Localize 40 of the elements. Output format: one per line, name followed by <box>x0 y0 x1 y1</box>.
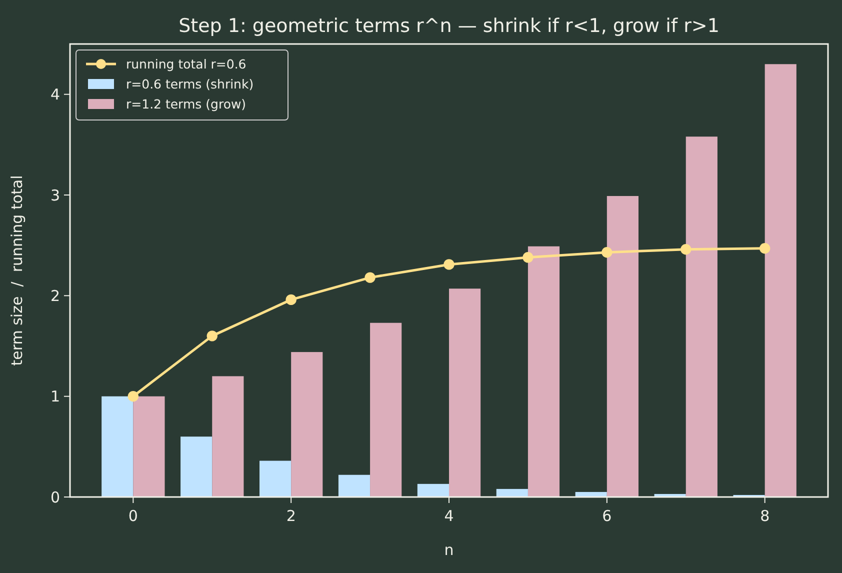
y-tick-label: 3 <box>50 186 60 204</box>
bar <box>102 396 134 497</box>
bar <box>370 322 402 497</box>
bar <box>496 488 528 497</box>
y-tick-label: 0 <box>50 488 60 506</box>
bar <box>686 136 718 497</box>
y-axis-title: term size / running total <box>8 175 26 366</box>
bar <box>338 474 370 497</box>
chart-title: Step 1: geometric terms r^n — shrink if r<1, grow if r>1 <box>178 15 720 37</box>
bar <box>212 376 244 497</box>
point <box>680 244 692 255</box>
y-tick-label: 2 <box>50 286 60 305</box>
point <box>602 247 612 258</box>
x-tick-label: 2 <box>286 507 296 525</box>
bar <box>528 246 560 497</box>
point <box>522 252 534 263</box>
point <box>286 294 296 306</box>
y-tick-label: 1 <box>50 388 60 406</box>
x-tick-label: 8 <box>760 507 770 525</box>
y-tick-label: 4 <box>50 86 60 104</box>
point <box>206 330 218 342</box>
point <box>128 390 139 402</box>
legend-label: r=1.2 terms (grow) <box>126 96 246 112</box>
x-tick-label: 4 <box>444 507 454 525</box>
x-tick-label: 6 <box>602 507 612 525</box>
bar <box>449 288 481 497</box>
x-axis-title: n <box>444 541 454 559</box>
bar <box>260 460 292 497</box>
bar <box>606 196 638 497</box>
bar <box>764 64 796 497</box>
point <box>759 243 770 254</box>
bar <box>417 484 449 497</box>
bar <box>291 352 323 497</box>
x-tick-label: 0 <box>128 507 138 525</box>
point <box>444 259 454 270</box>
legend-label: r=0.6 terms (shrink) <box>126 76 254 92</box>
legend-label: running total r=0.6 <box>126 56 246 72</box>
point <box>364 272 376 283</box>
bar <box>180 436 212 497</box>
bar <box>133 396 165 497</box>
